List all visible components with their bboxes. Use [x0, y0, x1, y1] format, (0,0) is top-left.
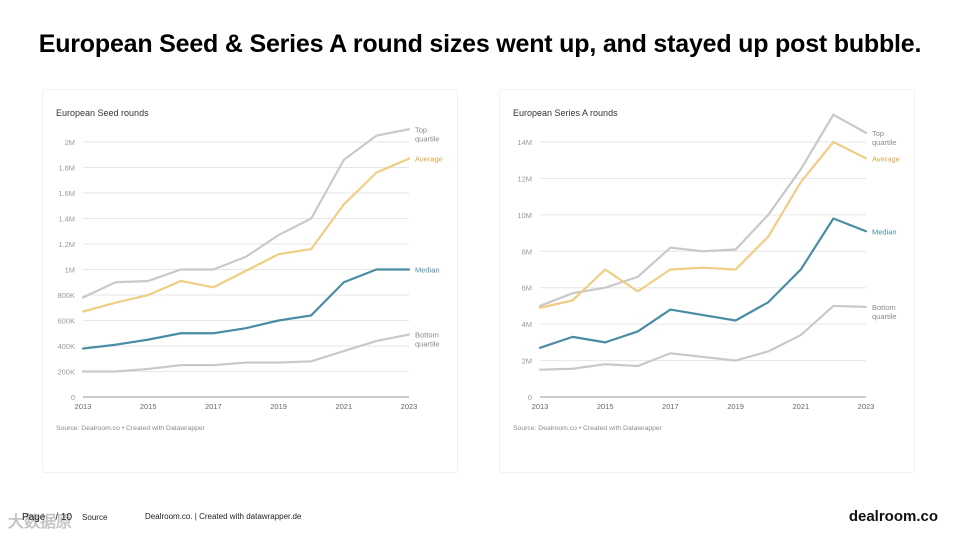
x-tick-label: 2017: [662, 402, 679, 411]
x-tick-label: 2017: [205, 402, 222, 411]
x-tick-label: 2015: [597, 402, 614, 411]
series-a-chart-panel: European Series A rounds 0 2M 4M 6M 8M 10M 12M 1…: [500, 90, 914, 472]
series-label-average: Average: [872, 154, 900, 163]
y-tick-label: 2M: [522, 357, 532, 366]
x-tick-label: 2019: [727, 402, 744, 411]
x-tick-label: 2023: [858, 402, 875, 411]
x-tick-label: 2021: [792, 402, 809, 411]
y-tick-label: 800K: [57, 291, 75, 300]
watermark-logo: 大数据原: [8, 512, 73, 531]
y-tick-label: 8M: [522, 247, 532, 256]
y-tick-label: 4M: [522, 320, 532, 329]
seed-chart-panel: European Seed rounds 0 200K 400K 600K 800K 1M 1…: [43, 90, 457, 472]
chart-source: Source: Dealroom.co • Created with Dataw…: [513, 425, 663, 432]
series-label-bottom-quartile: Bottom quartile: [872, 303, 897, 321]
series-label-top-quartile: Top quartile: [415, 125, 440, 143]
chart-source: Source: Dealroom.co • Created with Dataw…: [56, 425, 206, 432]
y-tick-label: 1.8M: [58, 164, 75, 173]
slide-title: European Seed & Series A round sizes wen…: [38, 30, 922, 58]
series-line-bottom-quartile: [538, 304, 868, 371]
y-tick-label: 6M: [522, 284, 532, 293]
y-tick-label: 400K: [57, 342, 75, 351]
x-tick-label: 2013: [532, 402, 549, 411]
x-tick-label: 2023: [401, 402, 418, 411]
seed-rounds-chart: European Seed rounds 0 200K 400K 600K 800K 1M 1…: [56, 108, 443, 432]
series-line-top-quartile: [81, 128, 411, 299]
y-tick-label: 1.2M: [58, 240, 75, 249]
y-tick-label: 0: [71, 393, 75, 402]
x-tick-label: 2015: [140, 402, 157, 411]
y-tick-label: 600K: [57, 317, 75, 326]
series-label-top-quartile: Top quartile: [872, 129, 897, 147]
series-line-bottom-quartile: [81, 333, 411, 373]
y-tick-label: 0: [528, 393, 532, 402]
series-label-average: Average: [415, 155, 443, 164]
y-tick-label: 14M: [517, 138, 532, 147]
y-tick-label: 200K: [57, 368, 75, 377]
x-tick-label: 2013: [75, 402, 92, 411]
series-line-average: [81, 157, 411, 313]
series-label-median: Median: [415, 266, 440, 275]
y-tick-label: 1.4M: [58, 215, 75, 224]
page-number: / 10: [55, 512, 73, 523]
page-label: Page: [22, 512, 46, 523]
source-label: Source: [82, 513, 108, 522]
footer-source: Dealroom.co. | Created with datawrapper.…: [145, 512, 302, 521]
series-line-average: [538, 140, 868, 309]
series-line-top-quartile: [538, 113, 868, 308]
y-tick-label: 1M: [65, 266, 75, 275]
series-a-rounds-chart: European Series A rounds 0 2M 4M 6M 8M 10M 12M 1…: [513, 108, 900, 432]
x-tick-label: 2021: [335, 402, 352, 411]
footer-page-info: Page / 10 Source: [22, 512, 107, 523]
x-tick-label: 2019: [270, 402, 287, 411]
series-label-bottom-quartile: Bottom quartile: [415, 331, 440, 349]
chart-title: European Series A rounds: [513, 108, 618, 118]
chart-title: European Seed rounds: [56, 108, 149, 118]
y-tick-label: 2M: [65, 138, 75, 147]
y-tick-label: 12M: [517, 174, 532, 183]
series-line-median: [81, 268, 411, 350]
series-line-median: [538, 217, 868, 349]
brand-logo: dealroom.co: [848, 508, 938, 525]
y-tick-label: 1.6M: [58, 189, 75, 198]
y-tick-label: 10M: [517, 211, 532, 220]
series-label-median: Median: [872, 227, 897, 236]
